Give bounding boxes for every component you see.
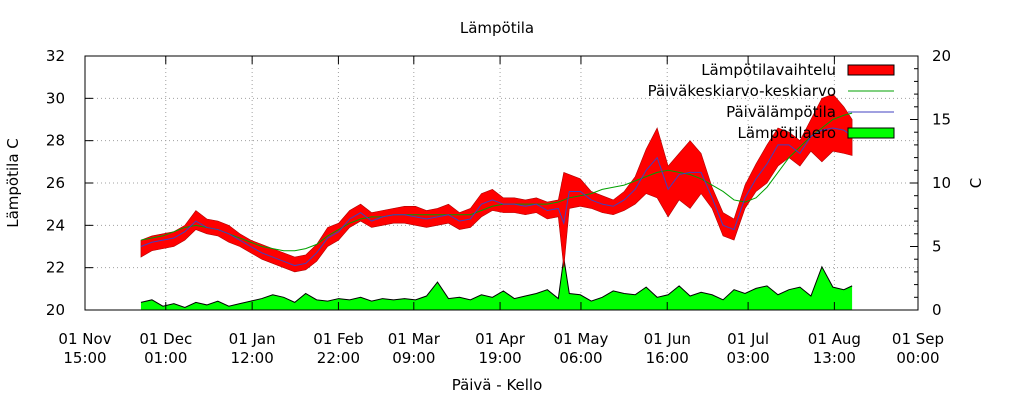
legend-label: Päivälämpötila bbox=[726, 103, 836, 121]
y-tick-label: 28 bbox=[46, 132, 65, 150]
x-tick-label: 01 Aug bbox=[808, 330, 861, 348]
temp-difference-area bbox=[140, 257, 853, 310]
y-tick-label: 24 bbox=[46, 216, 65, 234]
y2-tick-label: 20 bbox=[932, 47, 951, 65]
x-tick-label-time: 00:00 bbox=[896, 349, 939, 367]
temp-difference-outline bbox=[140, 257, 853, 308]
x-tick-label-time: 16:00 bbox=[646, 349, 689, 367]
x-tick-label-time: 12:00 bbox=[231, 349, 274, 367]
y-tick-label: 26 bbox=[46, 174, 65, 192]
x-tick-label: 01 Nov bbox=[58, 330, 111, 348]
x-tick-label-time: 06:00 bbox=[559, 349, 602, 367]
temperature-variation-band bbox=[140, 93, 853, 273]
y2-tick-label: 10 bbox=[932, 174, 951, 192]
legend: Lämpötilavaihtelu Päiväkeskiarvo-keskiarv… bbox=[648, 61, 895, 142]
legend-label: Päiväkeskiarvo-keskiarvo bbox=[648, 82, 836, 100]
x-tick-label-time: 13:00 bbox=[813, 349, 856, 367]
series-layer bbox=[140, 93, 853, 310]
y2-axis-label: C bbox=[967, 178, 985, 188]
y2-tick-label: 5 bbox=[932, 238, 942, 256]
y-tick-label: 30 bbox=[46, 89, 65, 107]
y-tick-label: 20 bbox=[46, 301, 65, 319]
y-tick-label: 22 bbox=[46, 259, 65, 277]
x-tick-label: 01 Jul bbox=[727, 330, 769, 348]
grid-lines bbox=[85, 56, 918, 310]
x-tick-label-time: 15:00 bbox=[63, 349, 106, 367]
y2-tick-label: 0 bbox=[932, 301, 942, 319]
y2-tick-label: 15 bbox=[932, 111, 951, 129]
x-tick-label: 01 Apr bbox=[475, 330, 526, 348]
x-tick-label-time: 22:00 bbox=[317, 349, 360, 367]
x-tick-label-time: 09:00 bbox=[392, 349, 435, 367]
x-tick-label: 01 Mar bbox=[388, 330, 441, 348]
chart-title: Lämpötila bbox=[460, 19, 534, 37]
x-tick-label: 01 Sep bbox=[892, 330, 944, 348]
y-tick-label: 32 bbox=[46, 47, 65, 65]
legend-label: Lämpötilavaihtelu bbox=[701, 61, 836, 79]
x-tick-label: 01 Jan bbox=[229, 330, 276, 348]
daily-temperature-line bbox=[140, 127, 853, 267]
x-tick-label: 01 May bbox=[554, 330, 609, 348]
x-axis-label: Päivä - Kello bbox=[452, 376, 543, 394]
x-tick-label-time: 03:00 bbox=[726, 349, 769, 367]
x-tick-label-time: 01:00 bbox=[144, 349, 187, 367]
y-axis-label: Lämpötila C bbox=[4, 138, 22, 228]
legend-swatch-box bbox=[847, 127, 895, 139]
x-tick-label: 01 Dec bbox=[139, 330, 192, 348]
x-tick-label-time: 19:00 bbox=[478, 349, 521, 367]
legend-label: Lämpötilaero bbox=[737, 124, 836, 142]
legend-swatch-box bbox=[847, 64, 895, 76]
x-tick-label: 01 Jun bbox=[644, 330, 691, 348]
x-tick-label: 01 Feb bbox=[313, 330, 363, 348]
